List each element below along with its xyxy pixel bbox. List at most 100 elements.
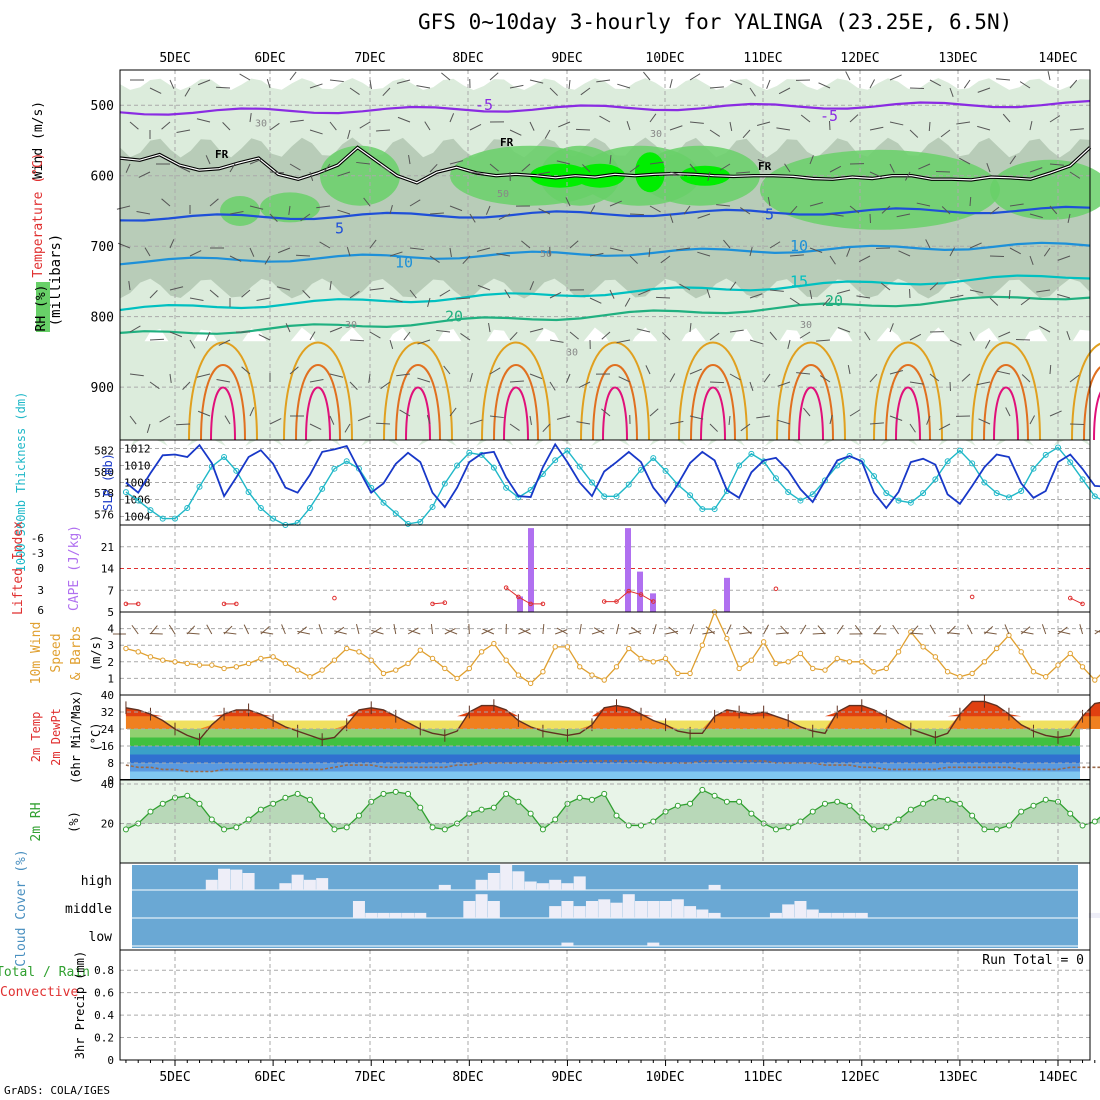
upper-wind-barb (729, 373, 741, 381)
upper-wind-barb (169, 331, 183, 338)
upper-wind-barb (1008, 289, 1011, 300)
thickness-marker (662, 467, 669, 474)
upper-wind-barb (429, 163, 438, 173)
upper-wind-barb (417, 339, 431, 345)
wind10m-speed-marker (270, 654, 276, 660)
upper-wind-barb (777, 419, 791, 425)
wind10m-barb (445, 628, 458, 635)
thickness-marker (221, 454, 228, 460)
wind10m-speed-marker (454, 675, 460, 682)
upper-wind-barb (349, 87, 360, 95)
wind10m-barb (892, 624, 899, 635)
wind10m-barb (967, 624, 973, 635)
lifted-index-marker (503, 585, 509, 590)
wind10m-speed-marker (172, 659, 178, 665)
upper-wind-barb (449, 247, 452, 258)
wind10m-speed-marker (442, 665, 448, 672)
upper-wind-barb (256, 297, 271, 301)
wind10m-barb (518, 628, 531, 635)
temp-axis-label-3: (6hr Min/Max) (69, 690, 83, 784)
upper-wind-barb (683, 205, 691, 215)
top-day-label: 5DEC (159, 51, 190, 66)
wind10m-barb (223, 631, 237, 635)
chart-title: GFS 0~10day 3-hourly for YALINGA (23.25E… (418, 10, 1013, 34)
upper-wind-barb (689, 415, 704, 420)
upper-wind-barb (880, 282, 891, 291)
warm-isotherm-loop (873, 341, 943, 441)
upper-wind-barb (649, 113, 657, 123)
upper-wind-barb (337, 171, 351, 177)
cloud-cover-bar (463, 901, 476, 918)
thickness-marker (883, 490, 890, 497)
upper-wind-barb (938, 423, 951, 431)
rh2m-marker (723, 798, 730, 805)
wind10m-barb (408, 629, 421, 635)
upper-wind-barb (337, 209, 351, 215)
upper-wind-barb (369, 287, 384, 291)
rh2m-marker (871, 826, 878, 833)
wind10m-speed-marker (944, 669, 951, 675)
upper-wind-barb (369, 331, 381, 339)
rh2m-marker (552, 816, 559, 823)
cape-axis-label: CAPE (J/kg) (67, 525, 82, 611)
upper-wind-barb (1005, 407, 1011, 417)
warm-isotherm-loop (678, 341, 748, 441)
thickness-axis-label: 1000-500mb Thickness (dm) (14, 392, 28, 573)
upper-wind-barb (509, 331, 518, 341)
precip-tick-label: 0.4 (94, 1009, 114, 1022)
upper-wind-barb (809, 155, 814, 165)
upper-wind-barb (397, 116, 411, 123)
rh2m-marker (294, 790, 301, 797)
cloud-cover-bar (1088, 912, 1100, 918)
upper-wind-barb (269, 171, 284, 174)
wind10m-barb (260, 631, 274, 635)
upper-wind-barb (643, 71, 651, 81)
cloud-cover-bar (818, 912, 831, 918)
wind10m-speed-marker (613, 664, 620, 670)
wind10m-barb (260, 626, 270, 635)
upper-wind-barb (382, 87, 391, 97)
thickness-marker (821, 477, 828, 484)
upper-wind-barb (869, 422, 884, 425)
thickness-marker (503, 484, 510, 491)
wind10m-speed-marker (196, 662, 203, 668)
rh2m-marker (245, 816, 252, 823)
upper-wind-barb (485, 205, 491, 215)
upper-wind-barb (309, 331, 316, 341)
thickness-marker (809, 491, 816, 498)
upper-wind-barb (169, 239, 175, 249)
upper-wind-barb (959, 157, 971, 165)
wind10m-speed-marker (957, 674, 963, 680)
upper-wind-barb (249, 247, 255, 257)
cloud-cover-bar (647, 942, 660, 946)
top-day-label: 13DEC (938, 51, 977, 66)
thickness-tick-label: 580 (94, 466, 114, 479)
rh2m-marker (306, 796, 313, 803)
temp-tick-label: 8 (107, 757, 114, 770)
upper-wind-barb (169, 79, 175, 89)
upper-wind-barb (829, 255, 836, 265)
lifted-index-line (604, 590, 654, 603)
upper-wind-barb (569, 240, 579, 249)
wind10m-tick-label: 3 (107, 639, 114, 652)
thickness-marker (687, 492, 694, 499)
rh-contour-label: 30 (566, 347, 578, 358)
top-day-label: 9DEC (551, 51, 582, 66)
thickness-marker (1091, 493, 1098, 500)
rh2m-marker (846, 802, 853, 809)
cloud-cover-bar (242, 873, 255, 890)
cloud-cover-bar (279, 883, 292, 890)
upper-wind-barb (1049, 205, 1058, 215)
wind10m-speed-marker (822, 667, 828, 673)
isotherm-label: 15 (790, 272, 808, 290)
precip-tick-label: 0.6 (94, 987, 114, 1000)
upper-wind-barb (269, 213, 278, 222)
rh2m-marker (821, 800, 828, 807)
upper-wind-barb (1009, 247, 1021, 255)
upper-wind-barb (818, 82, 831, 89)
upper-wind-barb (1036, 289, 1051, 293)
upper-wind-barb (417, 377, 431, 383)
wind10m-speed-marker (638, 655, 644, 662)
wind10m-barb (281, 624, 286, 635)
upper-wind-barb (509, 423, 520, 431)
